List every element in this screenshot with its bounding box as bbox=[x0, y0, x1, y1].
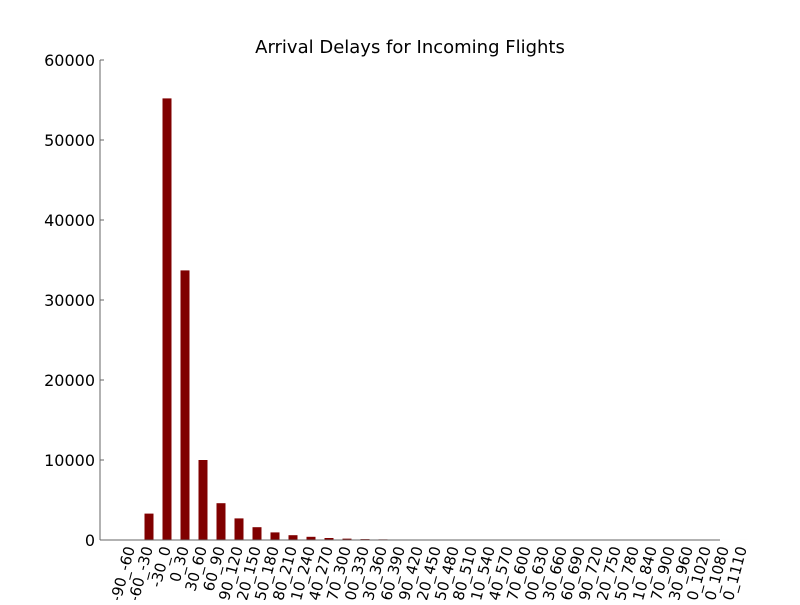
bars bbox=[145, 98, 748, 540]
bar bbox=[253, 527, 262, 540]
bar bbox=[271, 532, 280, 540]
y-tick-label: 10000 bbox=[44, 451, 95, 470]
bar bbox=[199, 460, 208, 540]
y-axis-ticks: 0 10000 20000 30000 40000 50000 60000 bbox=[44, 51, 104, 550]
bar bbox=[181, 270, 190, 540]
y-tick-label: 0 bbox=[85, 531, 95, 550]
x-axis-ticks: -90_-60-60_-30-30_00_3030_6060_9090_1201… bbox=[107, 544, 752, 600]
bar bbox=[145, 514, 154, 540]
y-tick-label: 40000 bbox=[44, 211, 95, 230]
bar bbox=[289, 535, 298, 540]
bar bbox=[163, 98, 172, 540]
y-tick-label: 20000 bbox=[44, 371, 95, 390]
chart-title: Arrival Delays for Incoming Flights bbox=[255, 37, 565, 58]
y-tick-label: 30000 bbox=[44, 291, 95, 310]
y-tick-label: 60000 bbox=[44, 51, 95, 70]
y-tick-label: 50000 bbox=[44, 131, 95, 150]
bar bbox=[235, 518, 244, 540]
bar bbox=[217, 503, 226, 540]
